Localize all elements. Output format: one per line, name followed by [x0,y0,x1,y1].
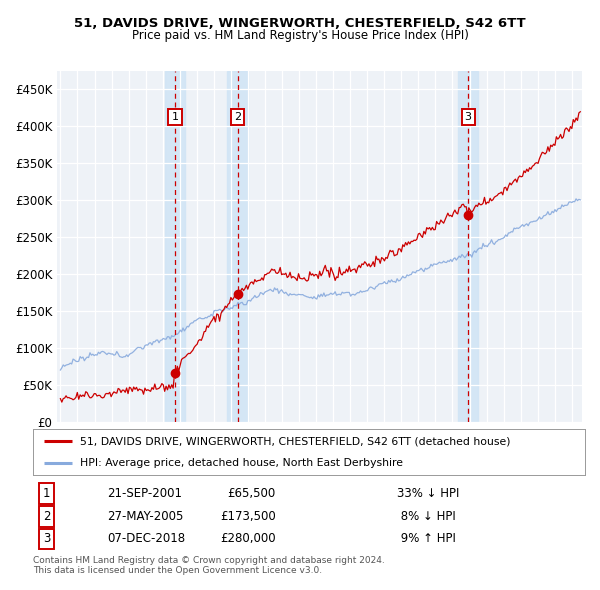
Text: 3: 3 [464,112,472,122]
Text: £65,500: £65,500 [227,487,276,500]
Text: 33% ↓ HPI: 33% ↓ HPI [397,487,460,500]
Text: 9% ↑ HPI: 9% ↑ HPI [397,532,456,545]
Text: HPI: Average price, detached house, North East Derbyshire: HPI: Average price, detached house, Nort… [80,457,403,467]
Text: 21-SEP-2001: 21-SEP-2001 [107,487,182,500]
Bar [165,71,185,422]
Bar [458,71,478,422]
Text: 07-DEC-2018: 07-DEC-2018 [107,532,185,545]
Text: £280,000: £280,000 [220,532,276,545]
Text: 51, DAVIDS DRIVE, WINGERWORTH, CHESTERFIELD, S42 6TT: 51, DAVIDS DRIVE, WINGERWORTH, CHESTERFI… [74,17,526,30]
Text: 2: 2 [43,510,50,523]
Text: 1: 1 [43,487,50,500]
Text: 2: 2 [234,112,241,122]
Text: 51, DAVIDS DRIVE, WINGERWORTH, CHESTERFIELD, S42 6TT (detached house): 51, DAVIDS DRIVE, WINGERWORTH, CHESTERFI… [80,437,511,447]
Text: 1: 1 [172,112,178,122]
Text: Contains HM Land Registry data © Crown copyright and database right 2024.
This d: Contains HM Land Registry data © Crown c… [33,556,385,575]
Text: Price paid vs. HM Land Registry's House Price Index (HPI): Price paid vs. HM Land Registry's House … [131,30,469,42]
Text: 3: 3 [43,532,50,545]
Bar [227,71,248,422]
Text: 27-MAY-2005: 27-MAY-2005 [107,510,184,523]
Text: 8% ↓ HPI: 8% ↓ HPI [397,510,456,523]
Text: £173,500: £173,500 [220,510,276,523]
